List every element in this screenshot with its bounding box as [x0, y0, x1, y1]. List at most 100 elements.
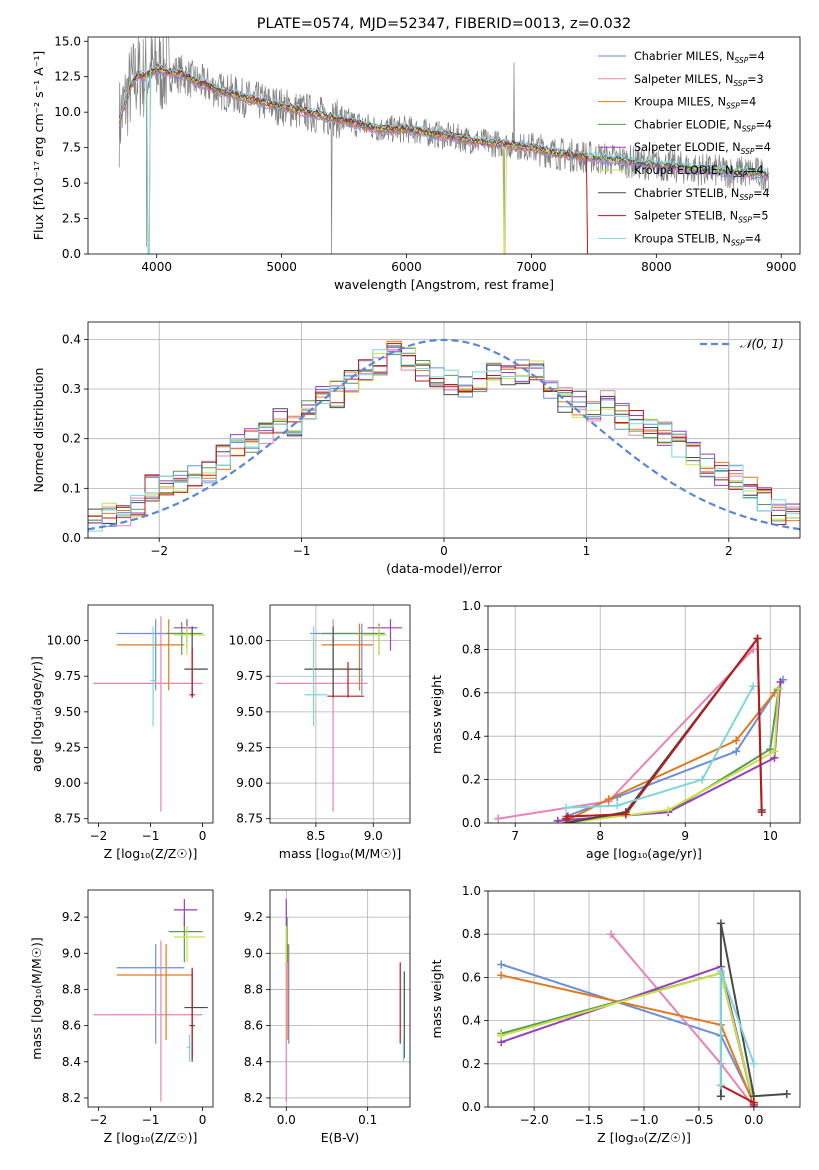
series-line: [566, 635, 763, 823]
series-line: [500, 971, 755, 1103]
y-tick-label: 0.4: [462, 729, 481, 743]
data-point: [732, 736, 741, 745]
y-tick-label: 0.3: [62, 382, 81, 396]
series-line: [565, 692, 776, 822]
y-tick-label: 9.00: [54, 776, 81, 790]
x-tick-label: 0.0: [744, 1113, 763, 1127]
data-point: [753, 634, 762, 643]
y-tick-label: 9.75: [236, 669, 263, 683]
y-tick-label: 0.6: [462, 686, 481, 700]
legend-subscript: SSP: [742, 124, 756, 133]
data-point-5: [173, 899, 198, 927]
y-tick-label: 0.1: [62, 481, 81, 495]
legend-suffix: =4: [748, 50, 765, 63]
legend-subscript: SSP: [739, 193, 753, 202]
legend-entry: 𝒩(0, 1): [740, 337, 784, 351]
series-9: [562, 682, 758, 812]
series-line: [500, 974, 755, 1106]
data-point-6: [361, 626, 388, 655]
x-tick-label: 8000: [641, 260, 672, 274]
chart-residuals: −2 −1 0 1 2 0.0 0.1 0.2 0.3 0.4 (data-model)/error…: [31, 321, 801, 576]
series-line: [557, 681, 782, 822]
legend-suffix: =4: [747, 164, 764, 177]
y-axis-label: mass [log₁₀(M/M☉)]: [29, 937, 44, 1059]
chart-spectrum: 4000 5000 6000 7000 8000 9000 0.0 2.5 5.0 7.5 10.0…: [31, 16, 801, 292]
data-point: [563, 812, 572, 821]
x-tick-label: 10: [763, 829, 778, 843]
series-4: [497, 969, 758, 1107]
axes-frame: [269, 889, 411, 1108]
x-axis-label: (data-model)/error: [386, 561, 503, 576]
x-axis-label: Z [log₁₀(Z/Z☉)]: [104, 846, 198, 861]
data-point-9: [304, 626, 328, 727]
data-point: [716, 1081, 725, 1090]
y-tick-label: 9.0: [244, 946, 263, 960]
plot-area: [285, 899, 405, 1102]
data-point: [497, 960, 506, 969]
y-tick-label: 1.0: [462, 884, 481, 898]
x-axis-label: mass [log₁₀(M/M☉)]: [279, 846, 401, 861]
data-point-3: [321, 623, 374, 691]
legend-subscript: SSP: [741, 147, 755, 156]
series-3: [497, 971, 758, 1107]
y-tick-label: 9.2: [244, 910, 263, 924]
data-point: [716, 919, 725, 928]
data-point: [749, 1103, 758, 1107]
x-tick-label: 8: [596, 829, 604, 843]
legend-label: Chabrier STELIB, N: [634, 187, 739, 200]
plot-area: [497, 919, 791, 1107]
x-axis-label: wavelength [Angstrom, rest frame]: [334, 277, 554, 292]
chart-mass-vs-EBV: 0.0 0.1 8.2 8.4 8.6 8.8 9.0 9.2 E(B-V): [244, 889, 411, 1145]
y-tick-label: 9.25: [236, 740, 263, 754]
legend-subscript: SSP: [733, 79, 747, 88]
y-tick-label: 0.8: [462, 927, 481, 941]
y-tick-label: 8.4: [62, 1055, 81, 1069]
x-tick-label: −1.0: [629, 1113, 658, 1127]
data-point: [621, 810, 630, 819]
x-tick-label: 6000: [391, 260, 422, 274]
data-point: [757, 808, 766, 817]
y-tick-label: 9.00: [236, 776, 263, 790]
legend-entry: Salpeter MILES, NSSP=3: [634, 73, 764, 88]
data-point: [716, 966, 725, 975]
y-tick-label: 0.2: [462, 1057, 481, 1071]
legend-label: Salpeter MILES, N: [634, 73, 733, 86]
legend-suffix: =5: [752, 210, 769, 223]
y-tick-label: 0.8: [462, 642, 481, 656]
x-tick-label: −1.5: [575, 1113, 604, 1127]
series-line: [566, 688, 780, 823]
data-point: [604, 795, 613, 804]
data-point-8: [327, 661, 365, 698]
y-tick-label: 0.4: [62, 332, 81, 346]
data-point-2: [93, 940, 203, 1102]
data-point-1: [116, 944, 185, 1044]
y-tick-label: 8.2: [244, 1091, 263, 1105]
legend-entry: Kroupa MILES, NSSP=4: [634, 96, 756, 111]
x-tick-label: 7: [511, 829, 519, 843]
legend-subscript: SSP: [733, 170, 747, 179]
series-line: [566, 685, 755, 809]
plot-area: [118, 37, 770, 254]
x-tick-label: −2: [90, 1113, 108, 1127]
legend-suffix: =4: [756, 118, 773, 131]
x-axis-label: age [log₁₀(age/yr)]: [586, 846, 702, 861]
legend-label: Kroupa ELODIE, N: [634, 164, 733, 177]
x-tick-label: −1: [293, 544, 311, 558]
y-tick-label: 8.6: [62, 1019, 81, 1033]
data-point: [562, 803, 571, 812]
y-tick-label: 0.6: [462, 970, 481, 984]
data-point-6: [173, 926, 206, 963]
data-point: [774, 684, 783, 693]
legend-label: Salpeter ELODIE, N: [634, 141, 741, 154]
x-tick-label: 0.0: [277, 1113, 296, 1127]
y-tick-label: 10.0: [54, 105, 81, 119]
y-axis-label: mass weight: [429, 959, 444, 1038]
plot-area: [93, 616, 208, 812]
data-point-7: [184, 626, 208, 698]
data-point-8: [189, 647, 195, 698]
legend-entry: Salpeter STELIB, NSSP=5: [634, 210, 768, 225]
series-line: [500, 963, 755, 1104]
data-point-1: [116, 619, 185, 691]
legend-entry: Kroupa STELIB, NSSP=4: [634, 232, 761, 247]
x-tick-label: 1: [583, 544, 591, 558]
